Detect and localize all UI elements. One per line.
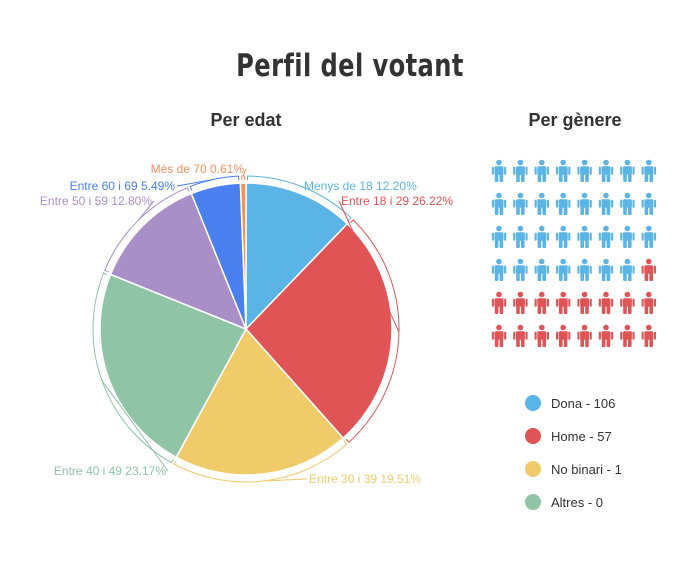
pie-data-label: Entre 18 i 29 26.22% — [341, 194, 453, 208]
person-icon — [598, 192, 614, 215]
pie-slices — [99, 182, 393, 476]
person-icon — [641, 192, 656, 215]
pie-data-label: Entre 60 i 69 5.49% — [70, 179, 176, 193]
person-icon — [620, 324, 635, 347]
pie-leader-lines — [92, 168, 400, 483]
person-icon — [577, 291, 592, 314]
person-icon — [534, 192, 549, 215]
person-icon — [491, 258, 507, 281]
pie-leader-line — [101, 380, 169, 472]
pie-slice[interactable] — [109, 192, 248, 331]
pie-data-label: Entre 40 i 49 23.17% — [54, 464, 166, 478]
person-icon — [577, 258, 592, 281]
person-icon — [513, 192, 528, 215]
person-icon — [513, 291, 528, 314]
person-icon — [534, 258, 549, 281]
pie-data-label: Més de 70 0.61% — [151, 162, 245, 176]
legend-swatch — [525, 395, 541, 411]
gender-icon-grid — [491, 159, 656, 347]
person-icon — [534, 324, 549, 347]
person-icon — [641, 225, 656, 248]
pie-leader-line — [242, 168, 247, 177]
pie-slice[interactable] — [244, 222, 393, 440]
person-icon — [513, 324, 528, 347]
legend-item-dona[interactable]: Dona - 106 — [525, 394, 615, 412]
person-icon — [598, 225, 614, 248]
pie-chart-title: Per edat — [210, 110, 282, 130]
pie-slice[interactable] — [239, 182, 247, 330]
pie-leader-line — [263, 478, 308, 482]
person-icon — [491, 192, 507, 215]
legend-swatch — [525, 428, 541, 444]
person-icon — [556, 258, 571, 281]
person-icon — [491, 324, 507, 347]
person-icon — [598, 324, 614, 347]
person-icon — [641, 258, 656, 281]
pie-data-label: Entre 50 i 59 12.80% — [40, 194, 152, 208]
pie-slice-bracket — [241, 175, 246, 181]
person-icon — [577, 159, 592, 182]
pie-leader-line — [176, 178, 215, 187]
person-icon — [598, 291, 614, 314]
pie-slice-bracket — [246, 175, 352, 221]
pie-leader-line — [338, 200, 400, 333]
pie-slice[interactable] — [99, 273, 248, 459]
person-icon — [620, 192, 635, 215]
pie-data-label: Menys de 18 12.20% — [304, 179, 417, 193]
legend-label: Altres - 0 — [551, 494, 604, 510]
pie-slice-bracket — [189, 175, 240, 191]
legend-label: Home - 57 — [551, 428, 612, 444]
person-icon — [641, 159, 656, 182]
pie-leader-line — [137, 200, 155, 222]
person-icon — [556, 192, 571, 215]
person-icon — [556, 225, 571, 248]
legend-item-altres[interactable]: Altres - 0 — [525, 493, 603, 511]
person-icon — [513, 225, 528, 248]
person-icon — [491, 159, 507, 182]
person-icon — [491, 291, 507, 314]
pie-data-label: Entre 30 i 39 19.51% — [309, 472, 421, 486]
person-icon — [513, 258, 528, 281]
person-icon — [513, 159, 528, 182]
gender-chart-title: Per gènere — [528, 110, 622, 130]
person-icon — [534, 225, 549, 248]
pie-labels: Menys de 18 12.20%Entre 18 i 29 26.22% En… — [40, 162, 453, 486]
person-icon — [556, 159, 571, 182]
person-icon — [556, 324, 571, 347]
legend-label: No binari - 1 — [551, 461, 622, 477]
person-icon — [577, 192, 592, 215]
person-icon — [534, 291, 549, 314]
person-icon — [577, 225, 592, 248]
pie-leader-line — [301, 185, 304, 188]
person-icon — [556, 291, 571, 314]
pie-slice[interactable] — [245, 182, 349, 331]
person-icon — [641, 291, 656, 314]
legend-swatch — [525, 494, 541, 510]
person-icon — [598, 159, 614, 182]
person-icon — [620, 258, 635, 281]
pie-slice[interactable] — [175, 327, 345, 476]
legend-label: Dona - 106 — [551, 395, 616, 411]
person-icon — [598, 258, 614, 281]
person-icon — [534, 159, 549, 182]
person-icon — [577, 324, 592, 347]
legend-swatch — [525, 461, 541, 477]
page-title: Perfil del votant — [236, 48, 464, 84]
person-icon — [620, 291, 635, 314]
person-icon — [491, 225, 507, 248]
legend-item-no-binari[interactable]: No binari - 1 — [525, 460, 622, 478]
legend-item-home[interactable]: Home - 57 — [525, 427, 612, 445]
person-icon — [641, 324, 656, 347]
person-icon — [620, 225, 635, 248]
person-icon — [620, 159, 635, 182]
